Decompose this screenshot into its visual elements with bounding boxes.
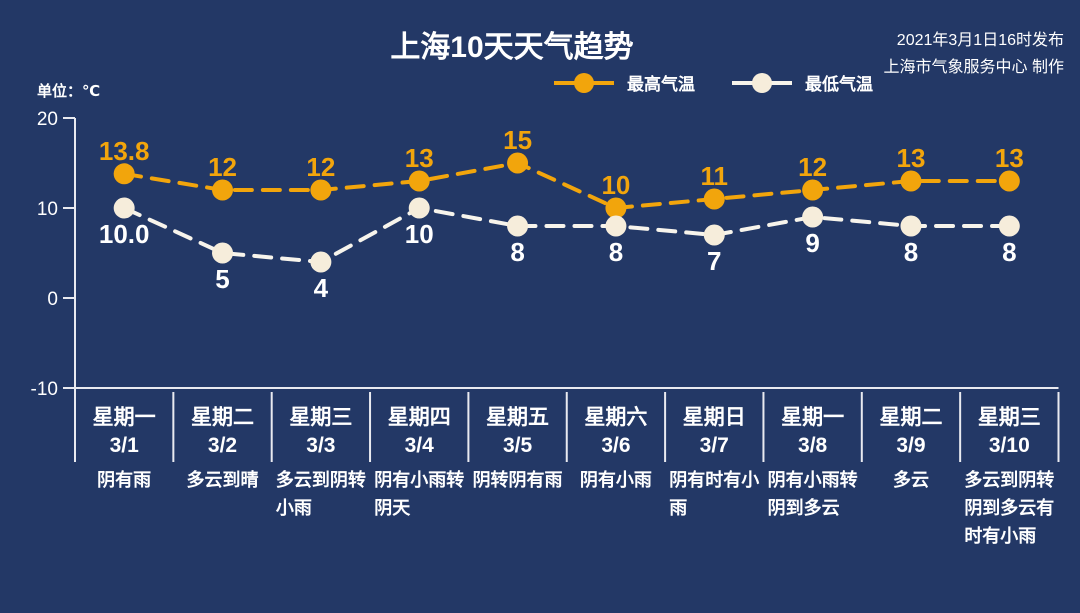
low-temp-point	[212, 242, 234, 264]
date-label: 3/10	[989, 434, 1030, 457]
low-temp-point	[507, 215, 529, 237]
date-label: 3/3	[306, 434, 335, 457]
weather-label: 雨	[669, 498, 687, 518]
high-temp-value-label: 10	[601, 170, 630, 200]
date-label: 3/7	[700, 434, 729, 457]
high-temp-marker-icon	[554, 72, 614, 93]
weather-label: 多云到阴转	[964, 469, 1054, 490]
high-temp-value-label: 11	[701, 161, 729, 191]
weather-label: 阴转阴有雨	[473, 469, 563, 490]
high-temp-value-label: 15	[503, 125, 532, 155]
high-temp-value-label: 12	[798, 152, 827, 182]
low-temp-value-label: 9	[805, 228, 819, 258]
low-temp-point	[900, 215, 922, 237]
high-temp-point	[998, 170, 1020, 192]
weather-label: 阴有小雨转	[374, 469, 464, 490]
high-temp-point	[212, 179, 234, 201]
weekday-label: 星期一	[93, 406, 156, 429]
weather-label: 小雨	[276, 498, 312, 518]
date-label: 3/2	[208, 434, 237, 457]
legend-label-high-temp: 最高气温	[627, 75, 695, 94]
unit-label: 单位：℃	[37, 83, 101, 100]
weather-label: 多云到阴转	[276, 469, 366, 490]
high-temp-value-label: 13	[995, 143, 1024, 173]
low-temp-value-label: 7	[707, 246, 721, 276]
weather-label: 阴到多云	[768, 497, 840, 518]
date-label: 3/1	[110, 434, 140, 457]
weekday-label: 星期二	[191, 406, 254, 429]
low-temp-value-label: 10.0	[99, 219, 150, 249]
date-label: 3/8	[798, 434, 828, 457]
low-temp-point	[113, 197, 135, 219]
low-temp-value-label: 5	[215, 264, 229, 294]
low-temp-point	[408, 197, 430, 219]
legend-label-low-temp: 最低气温	[805, 75, 873, 94]
weather-label: 阴到多云有	[964, 497, 1054, 518]
low-temp-point	[998, 215, 1020, 237]
date-label: 3/4	[405, 434, 435, 457]
legend-item-low-temp: 最低气温	[731, 70, 873, 95]
high-temp-value-label: 12	[306, 152, 335, 182]
low-temp-value-label: 4	[314, 273, 329, 303]
weekday-label: 星期一	[781, 406, 844, 429]
weather-label: 时有小雨	[964, 525, 1036, 546]
page-title: 上海10天天气趋势	[390, 31, 634, 64]
high-temp-value-label: 12	[208, 152, 237, 182]
y-tick-label: -10	[31, 379, 58, 400]
low-temp-point	[310, 251, 332, 273]
weather-label: 阴天	[374, 498, 411, 518]
high-temp-line	[122, 160, 1012, 211]
weather-label: 多云	[893, 469, 929, 490]
high-temp-point	[310, 179, 332, 201]
high-temp-point	[900, 170, 922, 192]
low-temp-line	[122, 205, 1012, 265]
date-label: 3/6	[601, 434, 630, 457]
weekday-label: 星期四	[388, 406, 451, 429]
high-temp-point	[507, 152, 529, 174]
y-tick-label: 0	[47, 289, 58, 310]
high-temp-value-label: 13	[897, 143, 926, 173]
date-label: 3/9	[896, 434, 925, 457]
legend: 最高气温 最低气温	[553, 70, 873, 95]
weather-label: 阴有小雨	[580, 469, 652, 490]
low-temp-marker-icon	[732, 72, 792, 93]
high-temp-value-label: 13.8	[99, 136, 150, 166]
publish-info: 2021年3月1日16时发布 上海市气象服务中心 制作	[884, 27, 1064, 81]
high-temp-value-label: 13	[405, 143, 434, 173]
weekday-label: 星期五	[486, 406, 549, 429]
high-temp-point	[408, 170, 430, 192]
weather-label: 阴有时有小	[669, 469, 759, 490]
high-temp-point	[113, 163, 135, 185]
low-temp-point	[605, 215, 627, 237]
weekday-label: 星期六	[584, 406, 647, 429]
weather-label: 阴有雨	[97, 469, 151, 490]
high-temp-point	[605, 197, 627, 219]
low-temp-value-label: 8	[904, 237, 918, 267]
publish-time: 2021年3月1日16时发布	[896, 32, 1064, 49]
legend-item-high-temp: 最高气温	[553, 70, 695, 95]
low-temp-value-label: 10	[405, 219, 434, 249]
weekday-label: 星期日	[683, 406, 746, 429]
low-temp-value-label: 8	[1002, 237, 1016, 267]
weekday-label: 星期二	[879, 406, 942, 429]
producer: 上海市气象服务中心 制作	[883, 59, 1064, 76]
date-label: 3/5	[503, 434, 533, 457]
weekday-label: 星期三	[978, 406, 1041, 429]
weather-label: 多云到晴	[187, 469, 259, 490]
high-temp-point	[802, 179, 824, 201]
weekday-label: 星期三	[289, 406, 352, 429]
high-temp-legend-dot	[574, 72, 594, 93]
low-temp-point	[802, 206, 824, 228]
weather-label: 阴有小雨转	[768, 469, 858, 490]
y-tick-label: 10	[37, 199, 58, 220]
low-temp-legend-dot	[752, 72, 772, 93]
low-temp-value-label: 8	[510, 237, 524, 267]
low-temp-point	[703, 224, 725, 246]
high-temp-point	[703, 188, 725, 210]
y-tick-label: 20	[37, 109, 58, 130]
low-temp-value-label: 8	[609, 237, 623, 267]
